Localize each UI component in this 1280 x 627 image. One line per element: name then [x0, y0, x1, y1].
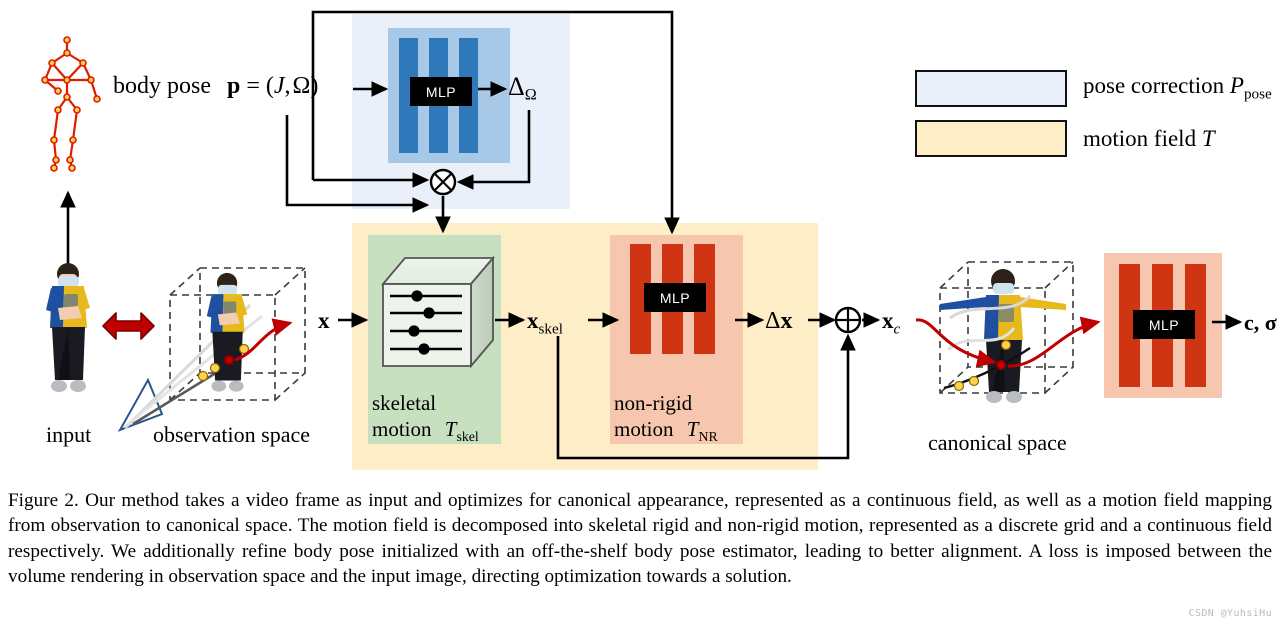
nonrigid-bar-red-1: [630, 244, 651, 354]
input-label: input: [46, 422, 92, 447]
arrow-delta-omega-to-multiply: [456, 110, 531, 190]
body-pose-math: p = (J, Ω): [227, 73, 319, 99]
x-skel-label: xskel: [527, 308, 563, 338]
x-c-label: xc: [882, 308, 901, 338]
arrow-pose-to-nonrigid: [311, 10, 680, 235]
nonrigid-line1: non-rigid: [614, 391, 693, 415]
canonical-black-curve: [943, 347, 1031, 390]
body-pose-label: body pose p = (J, Ω): [113, 73, 318, 100]
legend-row-pose-correction: pose correction Ppose: [915, 70, 1272, 107]
skeletal-grid-cube-icon: [381, 255, 495, 369]
nonrigid-line2: motion: [614, 417, 674, 441]
canonical-bar-red-3: [1185, 264, 1206, 387]
mlp-bar-blue-1: [399, 38, 418, 153]
legend-label-motion-field: motion field T: [1083, 125, 1215, 151]
arrow-canonical-to-mlp: [1007, 316, 1101, 368]
plus-operator-icon: [834, 306, 862, 334]
body-pose-skeleton-icon: [43, 40, 99, 169]
arrow-observation-to-x: [234, 318, 293, 362]
skeletal-line1: skeletal: [372, 391, 437, 415]
diagram-graphics-layer: input: [41, 10, 1243, 460]
arrow-xskel-residual-to-plus: [556, 333, 856, 460]
legend-label-pose-correction: pose correction Ppose: [1083, 73, 1272, 103]
legend: pose correction Ppose motion field T: [915, 70, 1272, 170]
mlp-label-nonrigid: MLP: [644, 283, 706, 312]
skeletal-line2: motion: [372, 417, 432, 441]
arrow-pose-branch-down: [285, 115, 430, 213]
canonical-sample-points: [953, 339, 1012, 392]
skeleton-joints: [41, 36, 101, 172]
legend-text-motion-field: motion field: [1083, 125, 1202, 151]
multiply-operator-icon: [429, 168, 457, 196]
canonical-guide-curve-1: [949, 294, 1032, 320]
delta-omega-label: ΔΩ: [508, 72, 537, 104]
watermark: CSDN @YuhsiHu: [1188, 608, 1272, 619]
mlp-label-canonical: MLP: [1133, 310, 1195, 339]
input-person-photo: [46, 263, 90, 392]
ray-sample-points: [197, 343, 250, 382]
observation-space-label: observation space: [153, 422, 310, 447]
legend-swatch-pose-correction: [915, 70, 1067, 107]
canonical-space-label: canonical space: [928, 430, 1067, 455]
bidirectional-arrow-icon: [102, 312, 155, 340]
delta-x-label: Δx: [765, 308, 793, 334]
figure-diagram: input: [41, 10, 1277, 470]
canonical-bar-red-1: [1119, 264, 1140, 387]
nonrigid-motion-label: non-rigid motion TNR: [614, 390, 718, 450]
color-density-label: c, σ: [1244, 310, 1277, 335]
skeletal-motion-label: skeletal motion Tskel: [372, 390, 479, 450]
skeletal-symbol: Tskel: [444, 417, 479, 445]
nonrigid-symbol: TNR: [686, 417, 718, 445]
arrow-xc-into-canonical: [915, 318, 997, 368]
body-pose-text: body pose: [113, 73, 211, 99]
legend-text-pose-correction: pose correction: [1083, 73, 1230, 99]
legend-swatch-motion-field: [915, 120, 1067, 157]
figure-caption: Figure 2. Our method takes a video frame…: [8, 490, 1272, 587]
x-label: x: [318, 308, 330, 333]
legend-row-motion-field: motion field T: [915, 120, 1272, 157]
mlp-label-pose: MLP: [410, 77, 472, 106]
